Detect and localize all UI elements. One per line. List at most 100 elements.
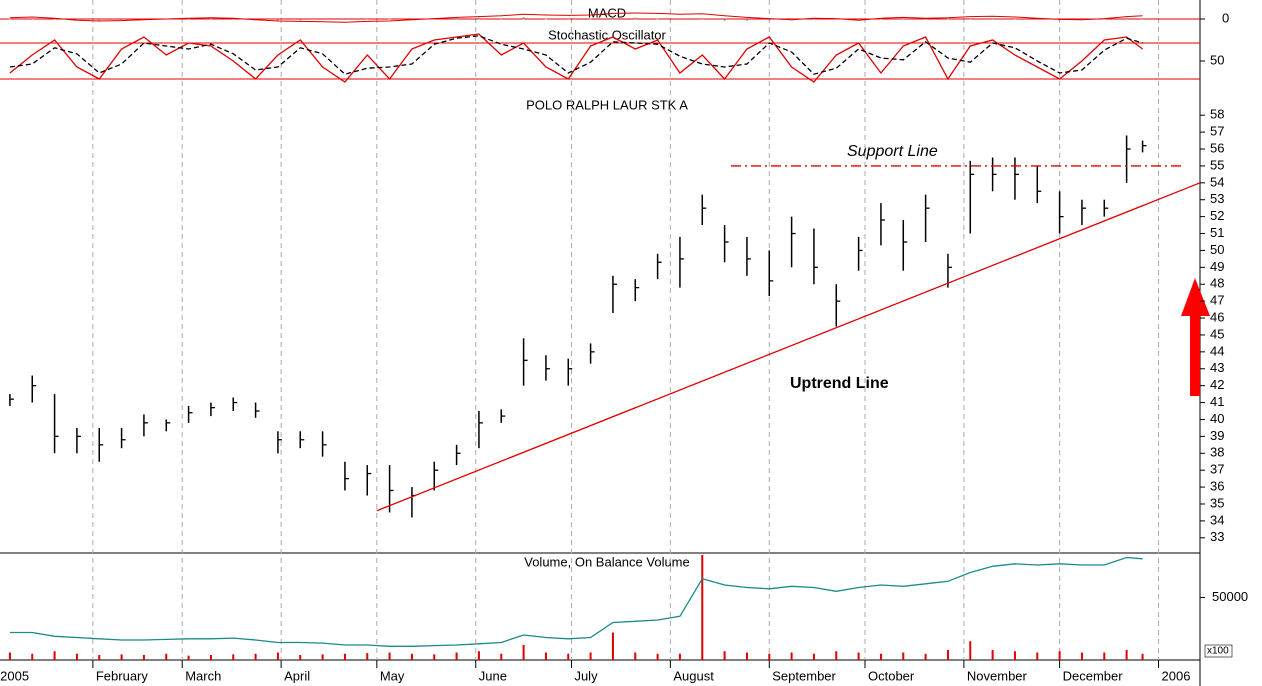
histogram-bar [857, 19, 860, 21]
y-tick-label: 44 [1210, 343, 1224, 358]
x-tick-label: July [574, 668, 598, 683]
histogram-bar [410, 18, 413, 20]
y-tick-label: 56 [1210, 140, 1224, 155]
volume-bar [477, 651, 480, 660]
histogram-bar [142, 19, 145, 20]
volume-bar [768, 653, 771, 660]
y-tick-label: 54 [1210, 174, 1224, 189]
y-tick-label: 33 [1210, 529, 1224, 544]
volume-bar [343, 653, 346, 660]
volume-bar [924, 653, 927, 660]
y-tick-label: 39 [1210, 428, 1224, 443]
histogram-bar [745, 19, 748, 21]
volume-bar [544, 652, 547, 660]
y-tick-label: 45 [1210, 326, 1224, 341]
y-tick-label: 51 [1210, 225, 1224, 240]
y-tick-label: 43 [1210, 360, 1224, 375]
histogram-bar [232, 19, 235, 20]
y-tick-label: 47 [1210, 293, 1224, 308]
histogram-bar [567, 19, 570, 20]
volume-bar [723, 651, 726, 660]
y-tick-label: 41 [1210, 394, 1224, 409]
y-tick-label: 36 [1210, 479, 1224, 494]
arrow-head [1181, 278, 1210, 316]
uptrend-label: Uptrend Line [790, 375, 889, 392]
volume-bar [1125, 650, 1128, 660]
histogram-bar [969, 18, 972, 20]
histogram-bar [902, 18, 905, 20]
y-tick-label: 0 [1222, 10, 1229, 25]
volume-bar [276, 652, 279, 660]
histogram-bar [589, 18, 592, 20]
x-tick-label: June [479, 668, 507, 683]
volume-bar [1103, 652, 1106, 660]
volume-bar [969, 641, 972, 660]
histogram-bar [388, 18, 391, 20]
volume-bar [142, 655, 145, 660]
volume-bar [857, 652, 860, 660]
volume-bar [902, 652, 905, 660]
histogram-bar [522, 17, 525, 20]
y-tick-label: 37 [1210, 462, 1224, 477]
histogram-bar [678, 19, 681, 20]
x-tick-label: 2005 [0, 668, 29, 683]
volume-bar [589, 652, 592, 660]
volume-bar [187, 655, 190, 660]
histogram-bar [31, 18, 34, 20]
y-tick-label: 58 [1210, 107, 1224, 122]
volume-bar [209, 655, 212, 660]
volume-bar [656, 653, 659, 660]
x-tick-label: November [967, 668, 1028, 683]
y-tick-label: 46 [1210, 309, 1224, 324]
volume-bar [410, 653, 413, 660]
histogram-bar [477, 17, 480, 20]
volume-bar [701, 555, 704, 660]
histogram-bar [701, 19, 704, 20]
histogram-bar [209, 18, 212, 20]
unit-label: x100 [1207, 646, 1229, 657]
macd-line [9, 12, 1143, 23]
y-tick-label: 34 [1210, 512, 1224, 527]
histogram-bar [879, 18, 882, 20]
volume-bar [745, 652, 748, 660]
x-tick-label: August [673, 668, 714, 683]
y-tick-label: 49 [1210, 259, 1224, 274]
histogram-bar [924, 19, 927, 20]
x-tick-label: February [96, 668, 149, 683]
histogram-bar [812, 18, 815, 20]
histogram-bar [343, 19, 346, 20]
arrow-shaft [1190, 312, 1200, 396]
volume-bar [388, 652, 391, 660]
x-tick-label: December [1063, 668, 1124, 683]
histogram-bar [611, 17, 614, 20]
obv-line [9, 556, 1143, 647]
histogram-bar [8, 18, 11, 20]
uptrend-line [376, 182, 1201, 512]
histogram-bar [1141, 18, 1144, 20]
histogram-bar [1036, 19, 1039, 20]
volume-bar [1080, 652, 1083, 660]
volume-bar [1058, 651, 1061, 660]
y-tick-label: 50000 [1212, 589, 1248, 604]
volume-bar [120, 654, 123, 660]
unit-box [1204, 644, 1233, 658]
volume-bar [299, 655, 302, 660]
stochastic-line [9, 35, 1143, 75]
volume-bar [946, 650, 949, 660]
volume-bar [455, 652, 458, 660]
x-tick-label: September [772, 668, 836, 683]
x-tick-label: April [284, 668, 310, 683]
volume-bar [522, 645, 525, 660]
histogram-bar [299, 19, 302, 21]
histogram-bar [1125, 17, 1128, 20]
price-title: POLO RALPH LAUR STK A [526, 97, 688, 112]
y-tick-label: 52 [1210, 208, 1224, 223]
volume-bar [812, 653, 815, 660]
volume-bar [366, 653, 369, 660]
histogram-bar [75, 19, 78, 21]
x-tick-label: May [380, 668, 405, 683]
volume-bar [53, 651, 56, 660]
histogram-bar [991, 18, 994, 20]
histogram-bar [98, 19, 101, 21]
histogram-bar [1013, 19, 1016, 20]
